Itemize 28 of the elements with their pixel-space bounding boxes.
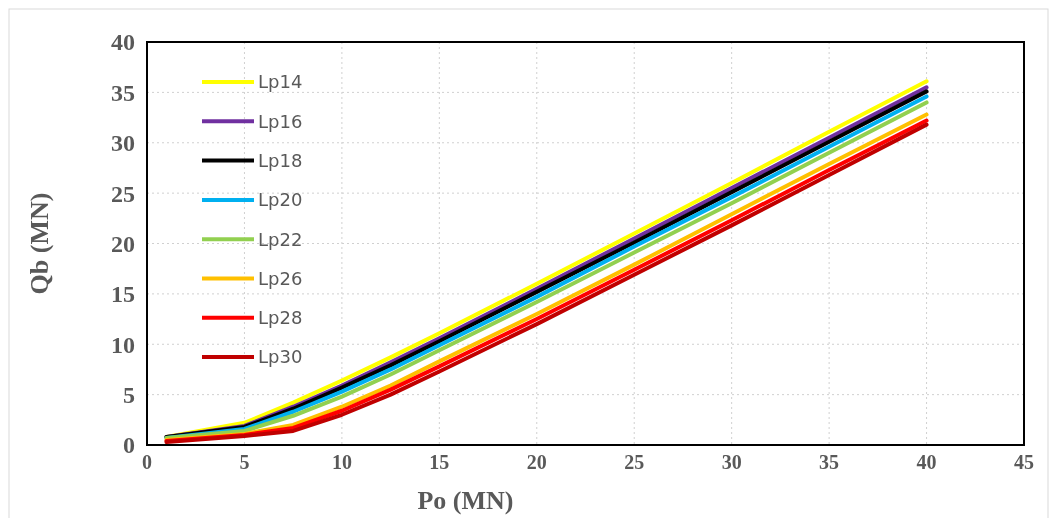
x-tick-label: 40: [916, 451, 937, 473]
x-tick-label: 35: [819, 451, 840, 473]
legend-label: Lp14: [258, 71, 303, 93]
legend-label: Lp16: [258, 110, 303, 132]
legend-label: Lp20: [258, 189, 303, 211]
x-tick-label: 0: [142, 451, 152, 473]
y-tick-label: 10: [111, 331, 135, 358]
legend-label: Lp22: [258, 228, 303, 250]
x-tick-label: 30: [721, 451, 742, 473]
x-tick-label: 25: [624, 451, 645, 473]
x-tick-label: 20: [526, 451, 547, 473]
y-tick-label: 20: [111, 230, 135, 257]
legend-label: Lp30: [258, 346, 303, 368]
y-axis-title: Qb (MN): [25, 192, 54, 295]
y-tick-label: 35: [111, 79, 135, 106]
x-axis-title: Po (MN): [417, 486, 514, 515]
x-tick-label: 10: [331, 451, 352, 473]
x-tick-label: 15: [429, 451, 450, 473]
legend-label: Lp28: [258, 307, 303, 329]
y-tick-label: 25: [111, 180, 135, 207]
y-tick-label: 5: [123, 382, 135, 409]
y-tick-label: 40: [111, 29, 135, 56]
x-tick-label: 45: [1014, 451, 1034, 473]
y-tick-label: 15: [111, 281, 135, 308]
y-tick-label: 30: [111, 130, 135, 157]
legend-label: Lp18: [258, 149, 303, 171]
x-tick-label: 5: [239, 451, 250, 473]
legend-label: Lp26: [258, 267, 303, 289]
